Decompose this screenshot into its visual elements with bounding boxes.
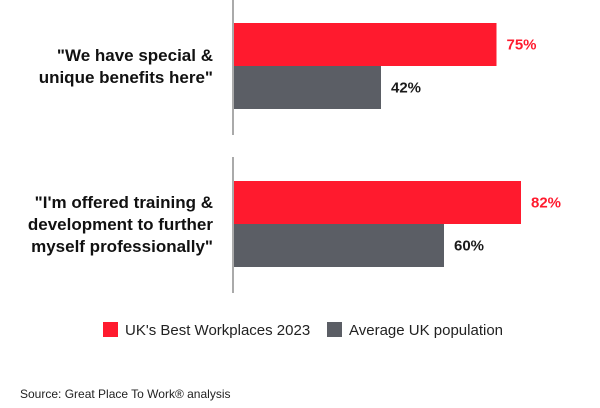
legend-swatch — [327, 322, 342, 337]
data-label: 42% — [391, 80, 421, 97]
legend-label: UK's Best Workplaces 2023 — [125, 322, 310, 339]
bar — [234, 224, 444, 267]
bar — [234, 23, 497, 66]
bar — [234, 181, 521, 224]
bar — [234, 66, 381, 109]
bar-chart: 75% 42% "We have special & unique benefits … — [28, 0, 561, 339]
legend-swatch — [103, 322, 118, 337]
category-label: unique benefits here" — [39, 68, 213, 87]
source-note: Source: Great Place To Work® analysis — [20, 387, 231, 401]
data-label: 75% — [507, 37, 537, 54]
data-label: 60% — [454, 238, 484, 255]
category-label: myself professionally" — [31, 237, 213, 256]
legend-label: Average UK population — [349, 322, 503, 339]
category-label: development to further — [28, 215, 214, 234]
data-label: 82% — [531, 195, 561, 212]
category-label: "I'm offered training & — [35, 193, 213, 212]
category-label: "We have special & — [57, 46, 213, 65]
